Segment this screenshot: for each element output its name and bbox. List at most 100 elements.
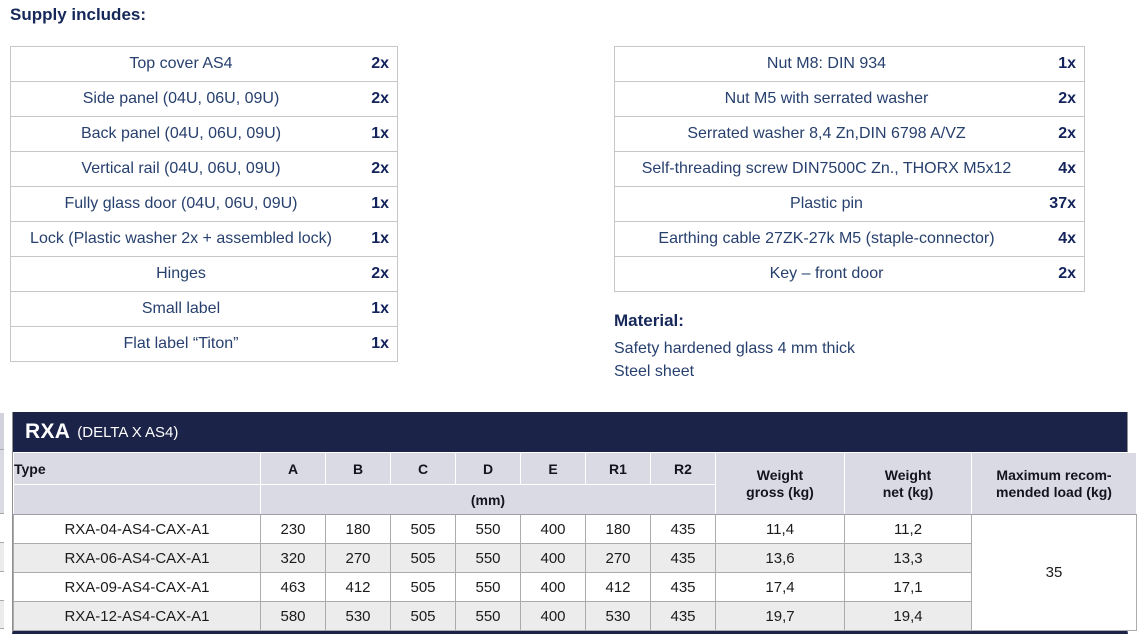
spec-table-title-bar: RXA (DELTA X AS4)	[13, 412, 1127, 452]
supply-row: Fully glass door (04U, 06U, 09U) 1x	[11, 187, 397, 222]
spec-table: Type A B C D E R1 R2 Weight gross (kg) Weight …	[13, 452, 1137, 631]
spec-dim-cell: 550	[455, 601, 521, 631]
spec-dim-cell: 550	[455, 514, 521, 544]
spec-weight-gross-cell: 17,4	[715, 572, 845, 602]
spec-dim-cell: 435	[650, 601, 716, 631]
spec-type-cell: RXA-04-AS4-CAX-A1	[13, 514, 261, 544]
supply-item-qty: 1x	[371, 125, 389, 142]
header-line: Maximum recom-	[996, 466, 1112, 483]
supply-item-label: Lock (Plastic washer 2x + assembled lock…	[30, 230, 332, 247]
spec-table-row: RXA-04-AS4-CAX-A1 230 180 505 550 400 18…	[13, 514, 1137, 631]
supply-row: Flat label “Titon” 1x	[11, 327, 397, 361]
supply-row: Side panel (04U, 06U, 09U) 2x	[11, 82, 397, 117]
spec-col-header-dim: B	[325, 452, 391, 485]
spec-weight-gross-cell: 13,6	[715, 543, 845, 573]
supply-item-label: Earthing cable 27ZK-27k M5 (staple-conne…	[658, 230, 995, 247]
supply-row: Small label 1x	[11, 292, 397, 327]
supply-item-label: Fully glass door (04U, 06U, 09U)	[64, 195, 298, 212]
spec-dim-cell: 270	[325, 543, 391, 573]
supply-item-label: Small label	[141, 300, 221, 317]
supply-item-label: Back panel (04U, 06U, 09U)	[80, 125, 282, 142]
supply-item-qty: 2x	[371, 160, 389, 177]
material-line: Steel sheet	[614, 363, 695, 380]
spec-dim-cell: 180	[325, 514, 391, 544]
supply-item-label: Key – front door	[769, 265, 884, 282]
supply-item-qty: 4x	[1058, 230, 1076, 247]
supply-row: Plastic pin 37x	[615, 187, 1084, 222]
spec-dim-cell: 530	[585, 601, 651, 631]
supply-item-qty: 1x	[1058, 55, 1076, 72]
supply-item-qty: 1x	[371, 195, 389, 212]
supply-item-label: Self-threading screw DIN7500C Zn., THORX…	[641, 160, 1012, 177]
supply-item-qty: 2x	[371, 90, 389, 107]
spec-dim-cell: 400	[520, 514, 586, 544]
header-line: Weight	[884, 466, 932, 483]
supply-item-qty: 2x	[1058, 265, 1076, 282]
page-edge-artifact	[0, 413, 4, 629]
spec-type-cell: RXA-12-AS4-CAX-A1	[13, 601, 261, 631]
supply-item-qty: 4x	[1058, 160, 1076, 177]
supply-item-label: Flat label “Titon”	[123, 335, 239, 352]
supply-item-qty: 37x	[1049, 195, 1076, 212]
spec-col-header-max-load: Maximum recom- mended load (kg)	[971, 452, 1137, 515]
spec-dim-cell: 400	[520, 543, 586, 573]
spec-table-row: RXA-12-AS4-CAX-A1 580 530 505 550 400 53…	[13, 601, 1137, 631]
spec-dim-cell: 580	[260, 601, 326, 631]
header-line: net (kg)	[882, 483, 934, 500]
spec-col-header-dim: A	[260, 452, 326, 485]
spec-dim-cell: 435	[650, 572, 716, 602]
material-section: Material: Safety hardened glass 4 mm thi…	[614, 311, 855, 383]
supply-item-label: Top cover AS4	[129, 55, 233, 72]
supply-row: Self-threading screw DIN7500C Zn., THORX…	[615, 152, 1084, 187]
header-line: mended load (kg)	[996, 483, 1112, 500]
supply-item-qty: 1x	[371, 300, 389, 317]
spec-col-header-type: Type	[13, 452, 261, 485]
spec-header-row: Type A B C D E R1 R2 Weight gross (kg) Weight …	[13, 452, 1137, 515]
supply-item-qty: 2x	[371, 265, 389, 282]
spec-col-header-dim: E	[520, 452, 586, 485]
spec-dim-cell: 550	[455, 572, 521, 602]
supply-table-left: Top cover AS4 2x Side panel (04U, 06U, 0…	[10, 46, 398, 362]
spec-weight-net-cell: 17,1	[844, 572, 972, 602]
spec-weight-gross-cell: 19,7	[715, 601, 845, 631]
spec-col-header-weight-net: Weight net (kg)	[844, 452, 972, 515]
supply-item-label: Serrated washer 8,4 Zn,DIN 6798 A/VZ	[687, 125, 966, 142]
supply-row: Back panel (04U, 06U, 09U) 1x	[11, 117, 397, 152]
spec-type-cell: RXA-06-AS4-CAX-A1	[13, 543, 261, 573]
supply-item-label: Nut M8: DIN 934	[766, 55, 887, 72]
supply-item-label: Vertical rail (04U, 06U, 09U)	[81, 160, 281, 177]
supply-item-qty: 2x	[1058, 125, 1076, 142]
spec-dim-cell: 505	[390, 514, 456, 544]
supply-item-label: Side panel (04U, 06U, 09U)	[82, 90, 280, 107]
spec-dim-cell: 435	[650, 514, 716, 544]
spec-table-title: RXA	[25, 420, 71, 443]
supply-item-label: Nut M5 with serrated washer	[724, 90, 929, 107]
spec-table-section: RXA (DELTA X AS4) Type A B C D E R1 R2 Weight …	[12, 412, 1137, 634]
spec-weight-net-cell: 11,2	[844, 514, 972, 544]
supply-row: Nut M5 with serrated washer 2x	[615, 82, 1084, 117]
supply-row: Lock (Plastic washer 2x + assembled lock…	[11, 222, 397, 257]
spec-dim-cell: 435	[650, 543, 716, 573]
spec-dim-cell: 180	[585, 514, 651, 544]
spec-dim-cell: 230	[260, 514, 326, 544]
spec-unit-row-empty-cell	[13, 484, 261, 515]
material-line: Safety hardened glass 4 mm thick	[614, 340, 856, 357]
spec-max-load-cell: 35	[971, 514, 1137, 631]
spec-col-header-dim: R2	[650, 452, 716, 485]
spec-weight-net-cell: 13,3	[844, 543, 972, 573]
spec-table-row: RXA-06-AS4-CAX-A1 320 270 505 550 400 27…	[13, 543, 1137, 573]
spec-unit-label: (mm)	[260, 484, 716, 515]
supply-row: Top cover AS4 2x	[11, 47, 397, 82]
spec-dim-cell: 505	[390, 543, 456, 573]
spec-dim-cell: 463	[260, 572, 326, 602]
spec-dim-cell: 530	[325, 601, 391, 631]
material-heading: Material:	[614, 311, 684, 330]
supply-item-qty: 2x	[371, 55, 389, 72]
spec-col-header-dim: R1	[585, 452, 651, 485]
spec-table-subtitle: (DELTA X AS4)	[77, 423, 179, 441]
spec-dim-cell: 505	[390, 572, 456, 602]
supply-item-qty: 1x	[371, 230, 389, 247]
spec-col-header-weight-gross: Weight gross (kg)	[715, 452, 845, 515]
supply-row: Nut M8: DIN 934 1x	[615, 47, 1084, 82]
spec-dim-cell: 505	[390, 601, 456, 631]
